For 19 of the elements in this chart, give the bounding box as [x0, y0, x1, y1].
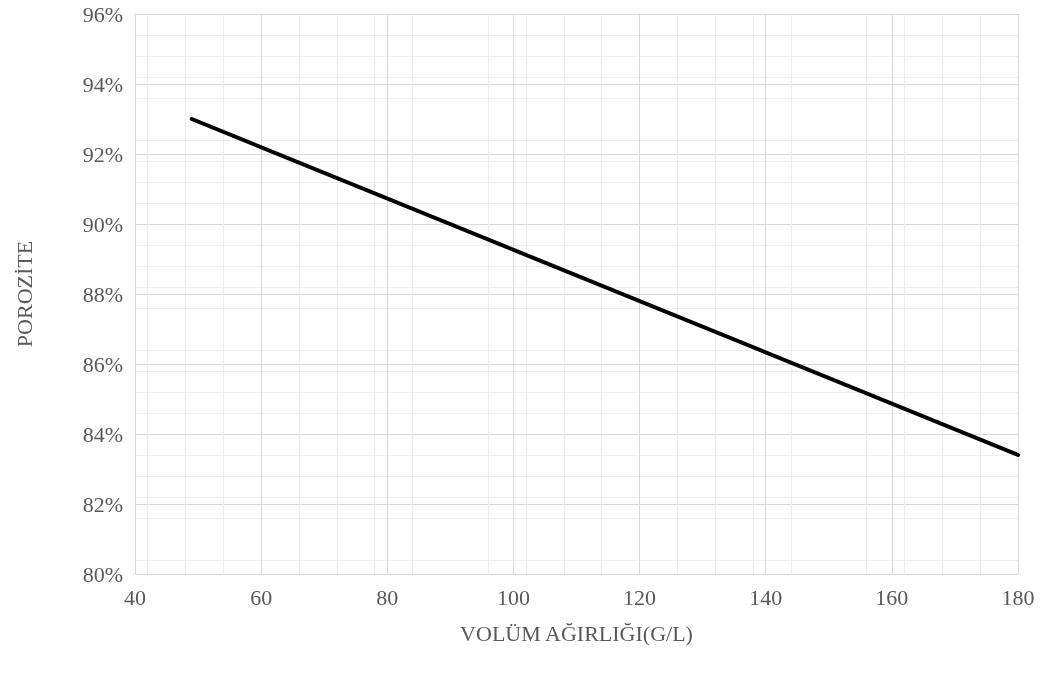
y-tick-label: 94% [82, 71, 123, 97]
y-tick-label: 82% [82, 491, 123, 517]
x-tick-label: 80 [376, 584, 399, 610]
x-tick-label: 180 [1001, 584, 1035, 610]
y-tick-label: 92% [82, 141, 123, 167]
y-tick-label: 86% [82, 351, 123, 377]
x-tick-label: 140 [749, 584, 783, 610]
y-tick-label: 90% [82, 211, 123, 237]
y-tick-label: 84% [82, 421, 123, 447]
x-tick-label: 160 [875, 584, 909, 610]
x-axis-title: VOLÜM AĞIRLIĞI(G/L) [460, 620, 693, 646]
x-tick-label: 120 [623, 584, 657, 610]
x-tick-label: 100 [496, 584, 530, 610]
y-tick-label: 80% [82, 561, 123, 587]
y-axis-title: POROZİTE [11, 240, 37, 348]
x-tick-label: 40 [124, 584, 146, 610]
y-tick-label: 88% [82, 281, 123, 307]
x-tick-label: 60 [250, 584, 273, 610]
y-tick-label: 96% [82, 1, 123, 27]
